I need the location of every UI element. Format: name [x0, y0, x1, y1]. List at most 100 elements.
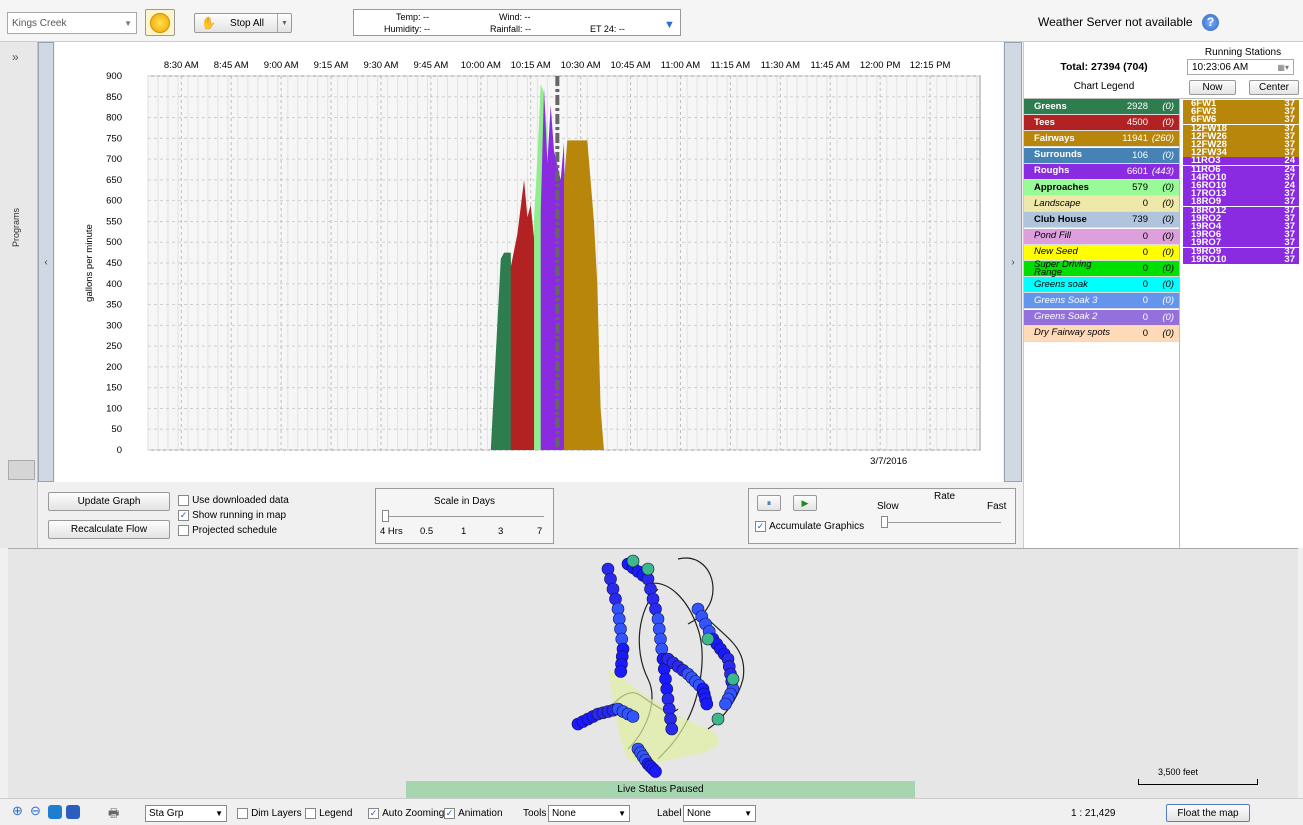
- running-station-row[interactable]: 16RO10 24: [1183, 181, 1299, 190]
- dim-layers-option[interactable]: Dim Layers: [237, 807, 302, 819]
- running-station-row[interactable]: 19RO9 37: [1183, 246, 1299, 256]
- running-station-row[interactable]: 17RO13 37: [1183, 189, 1299, 198]
- center-button[interactable]: Center: [1249, 80, 1299, 95]
- dim-layers-checkbox[interactable]: [237, 807, 248, 819]
- legend-item[interactable]: Fairways 11941 (260): [1024, 131, 1179, 148]
- legend-item[interactable]: Super Driving Range 0 (0): [1024, 259, 1179, 277]
- auto-zooming-option[interactable]: ✓ Auto Zooming: [368, 807, 444, 819]
- sprinkler-head[interactable]: [649, 765, 662, 778]
- collapse-right-button[interactable]: ›: [1004, 42, 1022, 482]
- use-downloaded-checkbox[interactable]: [178, 494, 189, 506]
- map-canvas[interactable]: [8, 549, 1298, 799]
- show-running-option[interactable]: ✓ Show running in map: [178, 509, 286, 521]
- auto-zooming-checkbox[interactable]: ✓: [368, 807, 379, 819]
- animation-option[interactable]: ✓ Animation: [444, 807, 503, 819]
- label-select[interactable]: None ▼: [683, 805, 756, 822]
- site-select[interactable]: Kings Creek ▼: [7, 12, 137, 34]
- running-station-row[interactable]: 19RO2 37: [1183, 214, 1299, 223]
- running-station-row[interactable]: 19RO7 37: [1183, 238, 1299, 248]
- legend-item[interactable]: Tees 4500 (0): [1024, 115, 1179, 132]
- running-station-row[interactable]: 19RO10 37: [1183, 255, 1299, 264]
- sprinkler-head[interactable]: [626, 710, 640, 723]
- sprinkler-head-green[interactable]: [641, 562, 655, 576]
- weather-expand-icon[interactable]: ▼: [664, 19, 675, 31]
- course-map[interactable]: Live Status Paused 3,500 feet: [8, 548, 1298, 799]
- help-icon[interactable]: ?: [1202, 14, 1219, 31]
- collapse-left-button[interactable]: ‹: [38, 42, 54, 482]
- weather-sun-button[interactable]: [145, 9, 175, 36]
- strip-handle[interactable]: [8, 460, 35, 480]
- calendar-dropdown-icon[interactable]: ▦▾: [1277, 62, 1289, 72]
- print-icon[interactable]: 🖶: [108, 806, 120, 820]
- animation-checkbox[interactable]: ✓: [444, 807, 455, 819]
- legend-item[interactable]: Greens 2928 (0): [1024, 99, 1179, 115]
- legend-checkbox[interactable]: [305, 807, 316, 819]
- sprinkler-head[interactable]: [665, 722, 679, 736]
- hand-icon: ✋: [201, 16, 216, 30]
- scale-slider-thumb[interactable]: [382, 510, 389, 522]
- float-map-button[interactable]: Float the map: [1166, 804, 1250, 822]
- legend-item[interactable]: Greens Soak 3 0 (0): [1024, 293, 1179, 310]
- running-station-row[interactable]: 14RO10 37: [1183, 173, 1299, 182]
- legend-item[interactable]: Approaches 579 (0): [1024, 180, 1179, 196]
- legend-item[interactable]: Pond Fill 0 (0): [1024, 228, 1179, 245]
- refresh-map-icon[interactable]: [66, 805, 80, 819]
- legend-item[interactable]: Greens soak 0 (0): [1024, 277, 1179, 294]
- y-tick-label: 300: [106, 320, 122, 331]
- recalculate-flow-button[interactable]: Recalculate Flow: [48, 520, 170, 539]
- zoom-out-icon[interactable]: ⊖: [30, 803, 41, 818]
- use-downloaded-option[interactable]: Use downloaded data: [178, 494, 289, 506]
- time-picker[interactable]: 10:23:06 AM ▦▾: [1187, 59, 1294, 75]
- running-station-row[interactable]: 19RO6 37: [1183, 230, 1299, 239]
- sprinkler-head-green[interactable]: [726, 672, 740, 686]
- now-button[interactable]: Now: [1189, 80, 1236, 95]
- accumulate-checkbox[interactable]: ✓: [755, 520, 766, 532]
- running-station-row[interactable]: 12FW26 37: [1183, 132, 1299, 141]
- stop-all-dropdown-icon[interactable]: ▼: [277, 14, 291, 32]
- legend-item[interactable]: Roughs 6601 (443): [1024, 163, 1179, 180]
- running-station-row[interactable]: 6FW3 37: [1183, 107, 1299, 116]
- sprinkler-head[interactable]: [719, 697, 732, 711]
- play-button[interactable]: ▶: [793, 495, 817, 511]
- running-station-row[interactable]: 11RO3 24: [1183, 156, 1299, 166]
- running-station-row[interactable]: 6FW6 37: [1183, 115, 1299, 125]
- y-tick-label: 500: [106, 237, 122, 248]
- legend-item[interactable]: Landscape 0 (0): [1024, 196, 1179, 213]
- projected-checkbox[interactable]: [178, 524, 189, 536]
- programs-label[interactable]: Programs: [11, 207, 21, 247]
- legend-item[interactable]: Surrounds 106 (0): [1024, 147, 1179, 164]
- running-stations-title: Running Stations: [1204, 47, 1282, 58]
- legend-item[interactable]: Club House 739 (0): [1024, 212, 1179, 229]
- zoom-in-icon[interactable]: ⊕: [12, 803, 23, 818]
- running-station-row[interactable]: 11RO6 24: [1183, 164, 1299, 174]
- running-station-row[interactable]: 18RO12 37: [1183, 205, 1299, 215]
- layer-select[interactable]: Sta Grp ▼: [145, 805, 227, 822]
- stop-all-button[interactable]: ✋ Stop All ▼: [194, 13, 292, 33]
- legend-item[interactable]: Greens Soak 2 0 (0): [1024, 309, 1179, 326]
- running-station-row[interactable]: 6FW1 37: [1183, 99, 1299, 108]
- running-station-row[interactable]: 12FW34 37: [1183, 148, 1299, 157]
- running-station-row[interactable]: 12FW28 37: [1183, 140, 1299, 149]
- legend-item[interactable]: Dry Fairway spots 0 (0): [1024, 325, 1179, 342]
- rate-slider-thumb[interactable]: [881, 516, 888, 528]
- show-running-checkbox[interactable]: ✓: [178, 509, 189, 521]
- chevron-left-icon: ‹: [44, 256, 48, 268]
- sprinkler-head-green[interactable]: [711, 712, 725, 726]
- y-tick-label: 350: [106, 300, 122, 311]
- projected-option[interactable]: Projected schedule: [178, 524, 277, 536]
- update-graph-button[interactable]: Update Graph: [48, 492, 170, 511]
- running-station-row[interactable]: 12FW18 37: [1183, 123, 1299, 133]
- sprinkler-head[interactable]: [614, 665, 628, 678]
- expand-programs-icon[interactable]: »: [12, 50, 19, 64]
- legend-option[interactable]: Legend: [305, 807, 352, 819]
- running-station-row[interactable]: 19RO4 37: [1183, 222, 1299, 231]
- sprinkler-head-green[interactable]: [626, 554, 640, 568]
- sprinkler-head[interactable]: [700, 697, 714, 711]
- accumulate-option[interactable]: ✓ Accumulate Graphics: [755, 520, 864, 532]
- pause-button[interactable]: ⏸: [757, 495, 781, 511]
- running-station-row[interactable]: 18RO9 37: [1183, 197, 1299, 207]
- legend-item[interactable]: New Seed 0 (0): [1024, 244, 1179, 261]
- full-extent-icon[interactable]: [48, 805, 62, 819]
- sprinkler-head-green[interactable]: [701, 632, 715, 646]
- tools-select[interactable]: None ▼: [548, 805, 630, 822]
